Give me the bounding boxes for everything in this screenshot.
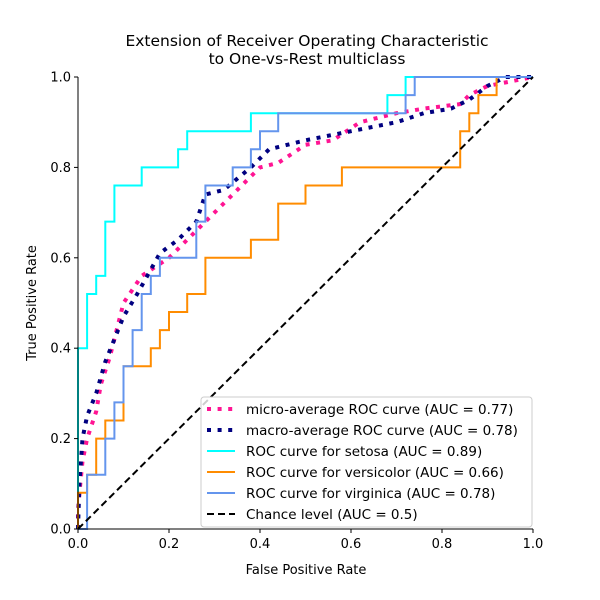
x-tick-label: 0.4 [250,537,271,552]
legend: micro-average ROC curve (AUC = 0.77) macr… [200,396,533,528]
y-tick-label: 1.0 [50,71,71,86]
legend-label-3: ROC curve for versicolor (AUC = 0.66) [246,465,504,481]
y-axis-label: True Positive Rate [25,245,40,362]
legend-label-5: Chance level (AUC = 0.5) [246,507,418,523]
x-tick-label: 1.0 [523,537,544,552]
chart-title-line-2: to One-vs-Rest multiclass [209,50,406,68]
legend-label-1: macro-average ROC curve (AUC = 0.78) [246,423,518,439]
x-tick-label: 0.6 [341,537,362,552]
y-tick-label: 0.2 [50,432,71,447]
legend-label-0: micro-average ROC curve (AUC = 0.77) [246,402,513,418]
x-tick-label: 0.0 [68,537,89,552]
series-line-1 [76,75,533,530]
plot-area [76,75,534,530]
x-axis-label: False Positive Rate [246,563,367,578]
legend-label-4: ROC curve for virginica (AUC = 0.78) [246,486,495,502]
y-tick-label: 0.8 [50,161,71,176]
x-tick-label: 0.2 [159,537,180,552]
series-line-4 [78,76,533,530]
y-tick-label: 0.0 [50,523,71,538]
series-line-2 [77,76,533,529]
series-line-5 [77,76,534,530]
legend-label-2: ROC curve for setosa (AUC = 0.89) [246,444,482,460]
y-tick-label: 0.4 [50,342,71,357]
y-tick-label: 0.6 [50,251,71,266]
legend-frame [200,396,533,528]
chart-title-line-1: Extension of Receiver Operating Characte… [125,32,488,50]
x-tick-label: 0.8 [432,537,453,552]
